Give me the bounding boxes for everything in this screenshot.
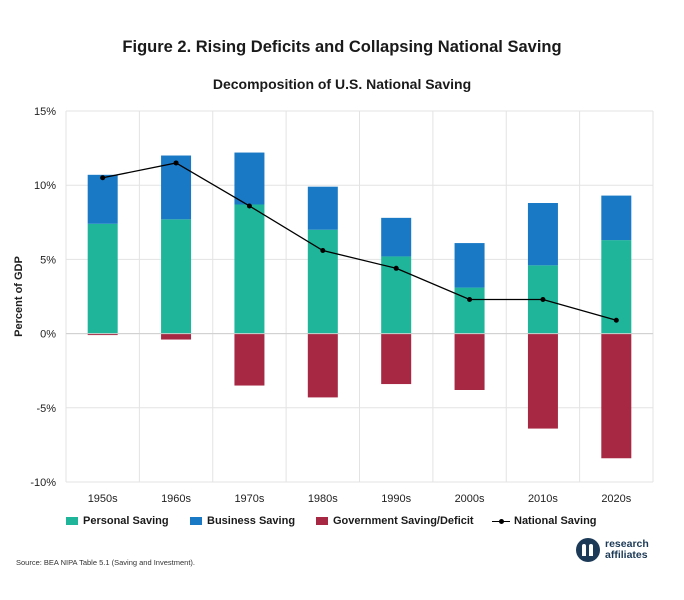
bar-government-saving-deficit-1990s xyxy=(381,333,412,385)
bar-business-saving-1990s xyxy=(381,217,412,257)
chart-subtitle: Decomposition of U.S. National Saving xyxy=(212,76,472,92)
legend-item-government-saving: Government Saving/Deficit xyxy=(316,515,474,527)
legend-item-national-saving: National Saving xyxy=(492,515,597,527)
bar-government-saving-deficit-1970s xyxy=(234,333,265,386)
legend-label-national-saving: National Saving xyxy=(514,515,597,527)
logo-mark-icon xyxy=(576,538,600,562)
y-axis-label: Percent of GDP xyxy=(13,256,25,337)
national-saving-point-1970s xyxy=(246,203,252,209)
bar-government-saving-deficit-2010s xyxy=(527,333,558,429)
x-tick-label: 1990s xyxy=(381,493,411,505)
y-tick-label: 5% xyxy=(40,254,56,266)
logo-text-line2: affiliates xyxy=(605,549,648,561)
logo-text-line1: research xyxy=(605,538,649,550)
chart-title: Figure 2. Rising Deficits and Collapsing… xyxy=(122,38,562,56)
bar-business-saving-2000s xyxy=(454,243,485,288)
legend-label-business-saving: Business Saving xyxy=(207,515,296,527)
source-note: Source: BEA NIPA Table 5.1 (Saving and I… xyxy=(16,558,195,567)
bar-personal-saving-1970s xyxy=(234,204,265,334)
legend-item-personal-saving: Personal Saving xyxy=(66,515,169,527)
legend: Personal Saving Business Saving Governme… xyxy=(0,515,684,531)
bar-government-saving-deficit-2020s xyxy=(601,333,632,459)
national-saving-point-1950s xyxy=(100,175,106,181)
legend-swatch-national-saving xyxy=(492,517,510,525)
national-saving-point-2010s xyxy=(540,296,546,302)
bar-personal-saving-1980s xyxy=(307,229,338,334)
y-tick-label: 10% xyxy=(34,180,56,192)
national-saving-line xyxy=(102,162,617,321)
logo-text: research affiliates xyxy=(605,539,649,561)
y-tick-label: 15% xyxy=(34,106,56,118)
bar-business-saving-1970s xyxy=(234,152,265,205)
legend-swatch-business-saving xyxy=(190,517,202,525)
y-tick-label: -10% xyxy=(30,477,56,489)
bar-business-saving-1960s xyxy=(161,155,192,220)
national-saving-point-2000s xyxy=(467,296,473,302)
bar-business-saving-1980s xyxy=(307,186,338,230)
legend-item-business-saving: Business Saving xyxy=(190,515,295,527)
x-tick-label: 1970s xyxy=(234,493,264,505)
national-saving-point-1980s xyxy=(320,247,326,253)
x-tick-label: 1950s xyxy=(88,493,118,505)
national-saving-point-2020s xyxy=(613,317,619,323)
research-affiliates-logo: research affiliates xyxy=(576,538,649,562)
y-tick-label: -5% xyxy=(36,403,56,415)
bar-government-saving-deficit-1980s xyxy=(307,333,338,398)
x-tick-label: 1980s xyxy=(308,493,338,505)
bar-government-saving-deficit-1960s xyxy=(161,333,192,340)
national-saving-point-1960s xyxy=(173,160,179,166)
x-tick-label: 2010s xyxy=(528,493,558,505)
national-saving-point-1990s xyxy=(393,265,399,271)
bar-business-saving-2020s xyxy=(601,195,632,241)
bar-business-saving-2010s xyxy=(527,203,558,266)
y-tick-label: 0% xyxy=(40,329,56,341)
bar-government-saving-deficit-1950s xyxy=(87,333,118,336)
legend-label-personal-saving: Personal Saving xyxy=(83,515,169,527)
bar-government-saving-deficit-2000s xyxy=(454,333,485,390)
bar-personal-saving-1950s xyxy=(87,223,118,334)
x-tick-label: 2020s xyxy=(601,493,631,505)
legend-label-government-saving: Government Saving/Deficit xyxy=(333,515,474,527)
x-tick-label: 2000s xyxy=(455,493,485,505)
bar-personal-saving-1960s xyxy=(161,219,192,334)
x-tick-label: 1960s xyxy=(161,493,191,505)
bar-business-saving-1950s xyxy=(87,174,118,224)
legend-swatch-government-saving xyxy=(316,517,328,525)
chart-svg: -10% -5% 0% 5% 10% 15% Percent of GDP 1950s 1960… xyxy=(13,106,654,505)
legend-swatch-personal-saving xyxy=(66,517,78,525)
